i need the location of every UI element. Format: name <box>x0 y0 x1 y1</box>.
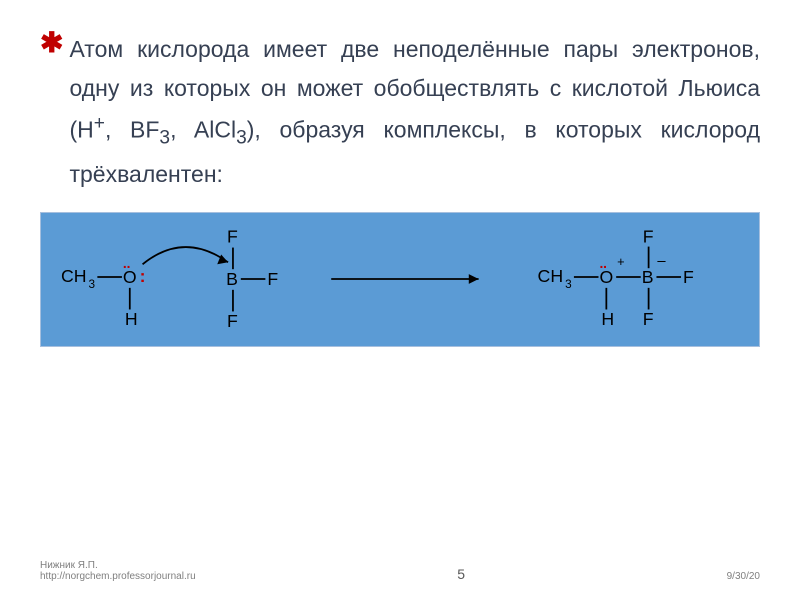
reaction-arrow-head <box>469 274 479 284</box>
left-h: H <box>125 309 138 329</box>
footer-page: 5 <box>457 566 465 582</box>
sup-plus: + <box>94 113 105 134</box>
footer-left: Нижник Я.П. http://norgchem.professorjou… <box>40 560 196 582</box>
r-h: H <box>601 309 614 329</box>
bf3-f-top: F <box>227 227 238 247</box>
para-part3: , AlCl <box>170 117 236 143</box>
footer-date: 9/30/20 <box>727 571 760 582</box>
r-b: B <box>642 267 654 287</box>
r-minus: – <box>657 253 666 269</box>
reaction-scheme: CH 3 O . . : H F B F F CH <box>40 212 760 347</box>
left-ch3-sub: 3 <box>89 278 96 291</box>
r-f-bot: F <box>643 309 654 329</box>
r-ch3: CH <box>538 266 564 286</box>
bullet-star: ✱ <box>40 30 63 58</box>
r-f-right: F <box>683 267 694 287</box>
lone-pair-side: : <box>140 266 145 286</box>
slide-footer: Нижник Я.П. http://norgchem.professorjou… <box>40 560 760 582</box>
r-plus: + <box>617 254 624 269</box>
bf3-b: B <box>226 269 238 289</box>
para-part2: , BF <box>105 117 159 143</box>
footer-author: Нижник Я.П. <box>40 560 196 571</box>
bf3-f-bot: F <box>227 311 238 331</box>
footer-url: http://norgchem.professorjournal.ru <box>40 571 196 582</box>
main-paragraph: Атом кислорода имеет две неподелённые па… <box>69 30 760 194</box>
left-ch3: CH <box>61 266 87 286</box>
mechanism-arrow <box>143 247 228 264</box>
sub-alcl3: 3 <box>236 127 247 148</box>
r-f-top: F <box>643 227 654 247</box>
bf3-f-right: F <box>267 269 278 289</box>
sub-bf3: 3 <box>159 127 170 148</box>
r-ch3-sub: 3 <box>565 278 572 291</box>
